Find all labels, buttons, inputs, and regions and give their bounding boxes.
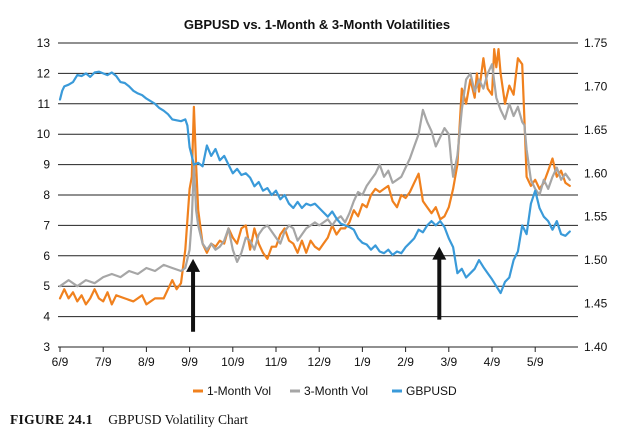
legend: 1-Month Vol 3-Month Vol GBPUSD [193, 384, 457, 398]
right-tick-label: 1.50 [584, 253, 608, 267]
left-tick-label: 9 [43, 158, 50, 172]
volatility-chart: GBPUSD vs. 1-Month & 3-Month Volatilitie… [37, 17, 608, 398]
figure-label: FIGURE 24.1 [10, 412, 93, 427]
left-tick-label: 7 [43, 218, 50, 232]
arrow-head [432, 246, 447, 260]
x-tick-label: 5/9 [527, 355, 544, 369]
series-line-gbpusd [58, 70, 571, 295]
legend-label: 3-Month Vol [304, 384, 368, 398]
left-tick-label: 10 [37, 127, 51, 141]
left-tick-label: 6 [43, 249, 50, 263]
left-tick-label: 4 [43, 310, 50, 324]
right-tick-label: 1.60 [584, 166, 608, 180]
series-line-3-month-vol [58, 63, 571, 288]
left-tick-label: 3 [43, 340, 50, 354]
right-tick-label: 1.75 [584, 36, 608, 50]
legend-label: GBPUSD [406, 384, 457, 398]
x-tick-label: 8/9 [138, 355, 155, 369]
x-tick-label: 6/9 [52, 355, 69, 369]
x-tick-label: 7/9 [95, 355, 112, 369]
x-tick-label: 9/9 [181, 355, 198, 369]
x-tick-label: 11/9 [265, 355, 288, 369]
grid [58, 42, 578, 348]
x-tick-label: 4/9 [484, 355, 501, 369]
x-tick-label: 12/9 [308, 355, 332, 369]
left-axis: 3 4 5 6 7 8 9 10 11 12 13 [37, 36, 51, 354]
x-tick-label: 3/9 [440, 355, 457, 369]
chart-title: GBPUSD vs. 1-Month & 3-Month Volatilitie… [184, 17, 450, 32]
left-tick-label: 12 [37, 66, 51, 80]
figure-title: GBPUSD Volatility Chart [108, 412, 248, 427]
x-tick-label: 1/9 [354, 355, 371, 369]
right-tick-label: 1.40 [584, 340, 608, 354]
x-axis: 6/9 7/9 8/9 9/9 10/9 11/9 12/9 1/9 2/9 3/9 4/9 5/9 [52, 347, 544, 369]
left-tick-label: 5 [43, 279, 50, 293]
legend-label: 1-Month Vol [207, 384, 271, 398]
series-layer [58, 48, 571, 306]
right-tick-label: 1.65 [584, 123, 608, 137]
x-tick-label: 2/9 [397, 355, 414, 369]
left-tick-label: 8 [43, 188, 50, 202]
figure-caption: FIGURE 24.1 GBPUSD Volatility Chart [10, 412, 248, 428]
right-tick-label: 1.45 [584, 297, 608, 311]
left-tick-label: 11 [38, 97, 51, 111]
right-tick-label: 1.55 [584, 210, 608, 224]
left-tick-label: 13 [37, 36, 51, 50]
arrow-head [186, 258, 201, 272]
series-line-1-month-vol [58, 48, 571, 306]
right-tick-label: 1.70 [584, 79, 608, 93]
arrow-layer [186, 246, 447, 332]
x-tick-label: 10/9 [221, 355, 245, 369]
right-axis: 1.40 1.45 1.50 1.55 1.60 1.65 1.70 1.75 [584, 36, 608, 354]
